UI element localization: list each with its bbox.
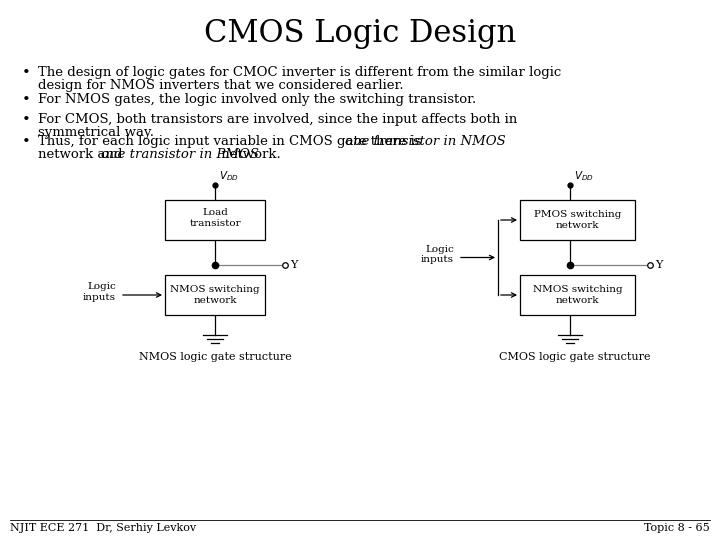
Text: Y: Y: [655, 260, 662, 270]
Text: •: •: [22, 93, 31, 107]
Text: one transistor in NMOS: one transistor in NMOS: [345, 135, 505, 148]
Text: network.: network.: [217, 148, 281, 161]
Bar: [520, 200, 635, 240]
Text: $V_{DD}$: $V_{DD}$: [219, 169, 239, 183]
Text: PMOS switching
network: PMOS switching network: [534, 210, 621, 230]
Bar: [165, 200, 265, 240]
Text: NMOS switching
network: NMOS switching network: [533, 285, 622, 305]
Text: NMOS switching
network: NMOS switching network: [170, 285, 260, 305]
Bar: [165, 275, 265, 315]
Text: Topic 8 - 65: Topic 8 - 65: [644, 523, 710, 533]
Text: NJIT ECE 271  Dr, Serhiy Levkov: NJIT ECE 271 Dr, Serhiy Levkov: [10, 523, 196, 533]
Text: Load
transistor: Load transistor: [189, 208, 240, 228]
Text: •: •: [22, 66, 31, 80]
Text: For CMOS, both transistors are involved, since the input affects both in: For CMOS, both transistors are involved,…: [38, 113, 517, 126]
Text: •: •: [22, 135, 31, 149]
Bar: [520, 275, 635, 315]
Text: design for NMOS inverters that we considered earlier.: design for NMOS inverters that we consid…: [38, 79, 404, 92]
Text: CMOS Logic Design: CMOS Logic Design: [204, 18, 516, 49]
Text: The design of logic gates for CMOC inverter is different from the similar logic: The design of logic gates for CMOC inver…: [38, 66, 562, 79]
Text: •: •: [22, 113, 31, 127]
Text: CMOS logic gate structure: CMOS logic gate structure: [499, 352, 651, 362]
Text: Logic
inputs: Logic inputs: [83, 282, 116, 302]
Text: Logic
inputs: Logic inputs: [421, 245, 454, 264]
Text: Y: Y: [290, 260, 297, 270]
Text: For NMOS gates, the logic involved only the switching transistor.: For NMOS gates, the logic involved only …: [38, 93, 476, 106]
Text: $V_{DD}$: $V_{DD}$: [574, 169, 594, 183]
Text: network and: network and: [38, 148, 127, 161]
Text: Thus, for each logic input variable in CMOS gate there is: Thus, for each logic input variable in C…: [38, 135, 426, 148]
Text: symmetrical way.: symmetrical way.: [38, 126, 154, 139]
Text: NMOS logic gate structure: NMOS logic gate structure: [139, 352, 292, 362]
Text: one transistor in PMOS: one transistor in PMOS: [101, 148, 259, 161]
